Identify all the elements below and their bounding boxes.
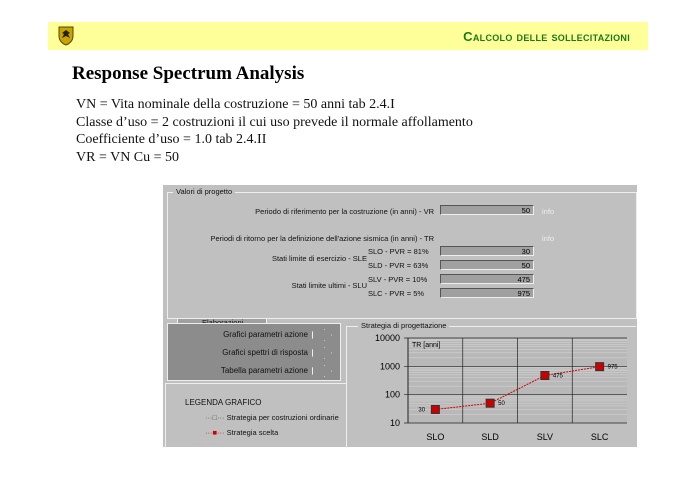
data-label: 975	[608, 365, 619, 371]
slv-field[interactable]: 475	[440, 274, 534, 284]
legend-label: Strategia scelta	[226, 428, 279, 437]
legend-title: LEGENDA GRAFICO	[185, 398, 262, 407]
data-point	[540, 370, 550, 380]
sld-field[interactable]: 50	[440, 260, 534, 270]
slu-label: Stati limite ultimi - SLU	[291, 281, 367, 290]
chart-group-title: Strategia di progettazione	[358, 321, 450, 330]
vr-label: Periodo di riferimento per la costruzion…	[255, 207, 434, 216]
legend-item-scelta: ···■··· Strategia scelta	[205, 428, 279, 437]
eagle-crest-logo	[58, 26, 74, 46]
group-box	[167, 192, 637, 319]
tab-elaborazioni[interactable]: Elaborazioni	[177, 318, 267, 327]
page-title: Response Spectrum Analysis	[72, 63, 305, 84]
y-tick-label: 10	[390, 418, 400, 428]
elaborations-box: Grafici parametri azione Grafici spettri…	[167, 323, 341, 381]
series-line	[435, 366, 600, 410]
chart-group-box	[346, 326, 636, 448]
info-link[interactable]: info	[542, 207, 555, 216]
header-bar: Calcolo delle sollecitazioni	[48, 22, 648, 50]
data-point	[430, 404, 440, 414]
slo-field[interactable]: 30	[440, 246, 534, 256]
tr-label: Periodi di ritorno per la definizione de…	[210, 234, 434, 243]
legend-label: Strategia per costruzioni ordinarie	[226, 413, 339, 422]
button-label: Grafici parametri azione	[223, 330, 308, 340]
tabella-parametri-button[interactable]: Tabella parametri azione	[221, 365, 332, 377]
data-point	[485, 398, 495, 408]
info-link[interactable]: info	[542, 234, 555, 243]
x-tick-label: SLO	[426, 432, 444, 442]
vr-field[interactable]: 50	[440, 205, 534, 215]
y-tick-label: 1000	[380, 361, 400, 371]
y-axis-label: TR [anni]	[412, 342, 440, 349]
group-title: Valori di progetto	[173, 187, 236, 196]
button-label: Tabella parametri azione	[220, 366, 308, 376]
data-label: 30	[418, 407, 425, 413]
y-tick-label: 100	[385, 390, 400, 400]
data-label: 50	[498, 401, 505, 407]
state-label: SLO - PVR = 81%	[368, 247, 429, 256]
x-tick-label: SLC	[591, 432, 609, 442]
y-tick-label: 10000	[375, 333, 400, 343]
tab-label: Elaborazioni	[202, 318, 243, 327]
x-tick-label: SLV	[537, 432, 553, 442]
button-label: Grafici spettri di risposta	[222, 348, 308, 358]
data-point	[595, 362, 605, 372]
grafici-parametri-button[interactable]: Grafici parametri azione	[223, 329, 332, 341]
text-line: VR = VN Cu = 50	[76, 150, 180, 165]
text-line: VN = Vita nominale della costruzione = 5…	[76, 97, 395, 112]
text-line: Classe d’uso = 2 costruzioni il cui uso …	[76, 115, 473, 130]
data-label: 475	[553, 373, 564, 379]
header-title: Calcolo delle sollecitazioni	[463, 29, 630, 44]
state-label: SLD - PVR = 63%	[368, 261, 429, 270]
state-label: SLC - PVR = 5%	[368, 289, 425, 298]
grafici-spettri-button[interactable]: Grafici spettri di risposta	[222, 347, 332, 359]
legend-item-ordinarie: ···□··· Strategia per costruzioni ordina…	[205, 413, 339, 422]
slc-field[interactable]: 975	[440, 288, 534, 298]
state-label: SLV - PVR = 10%	[368, 275, 428, 284]
sle-label: Stati limite di esercizio - SLE	[271, 254, 367, 263]
x-tick-label: SLD	[481, 432, 499, 442]
text-line: Coefficiente d’uso = 1.0 tab 2.4.II	[76, 132, 267, 147]
